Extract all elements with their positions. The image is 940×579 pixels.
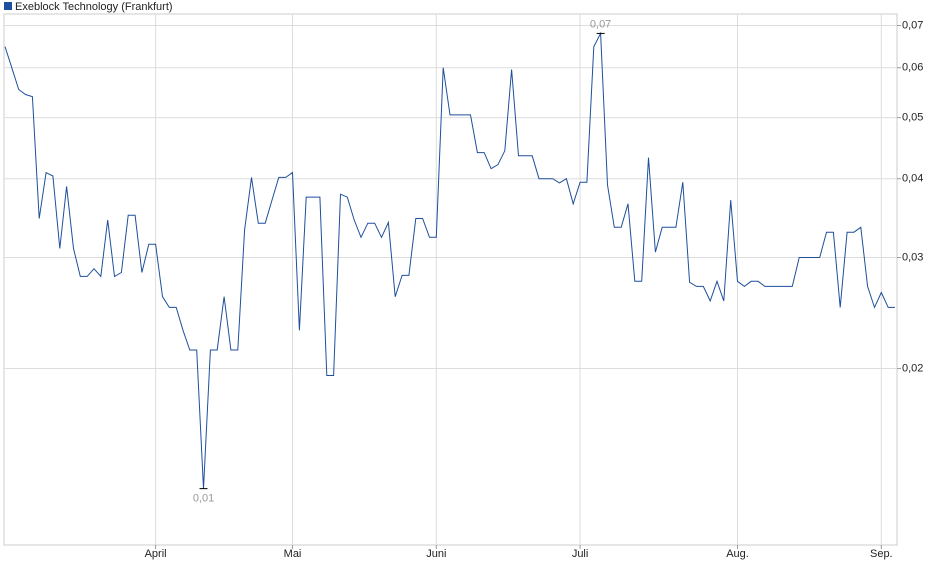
y-tick-label: 0,07 <box>902 19 923 31</box>
plot-area <box>3 13 898 546</box>
x-tick-label: Sep. <box>870 548 893 560</box>
y-tick-label: 0,03 <box>902 251 923 263</box>
x-tick-label: Juni <box>426 548 446 560</box>
x-tick-label: April <box>145 548 167 560</box>
price-line <box>4 31 895 489</box>
y-tick-label: 0,04 <box>902 173 923 185</box>
legend-swatch <box>4 2 12 10</box>
y-tick-label: 0,06 <box>902 62 923 74</box>
value-label: 0,01 <box>193 493 214 505</box>
y-tick-label: 0,05 <box>902 112 923 124</box>
legend-label: Exeblock Technology (Frankfurt) <box>15 1 173 13</box>
x-tick-label: Aug. <box>726 548 749 560</box>
x-tick-label: Juli <box>572 548 589 560</box>
value-label: 0,07 <box>590 18 611 30</box>
x-tick-label: Mai <box>284 548 302 560</box>
y-tick-label: 0,02 <box>902 362 923 374</box>
